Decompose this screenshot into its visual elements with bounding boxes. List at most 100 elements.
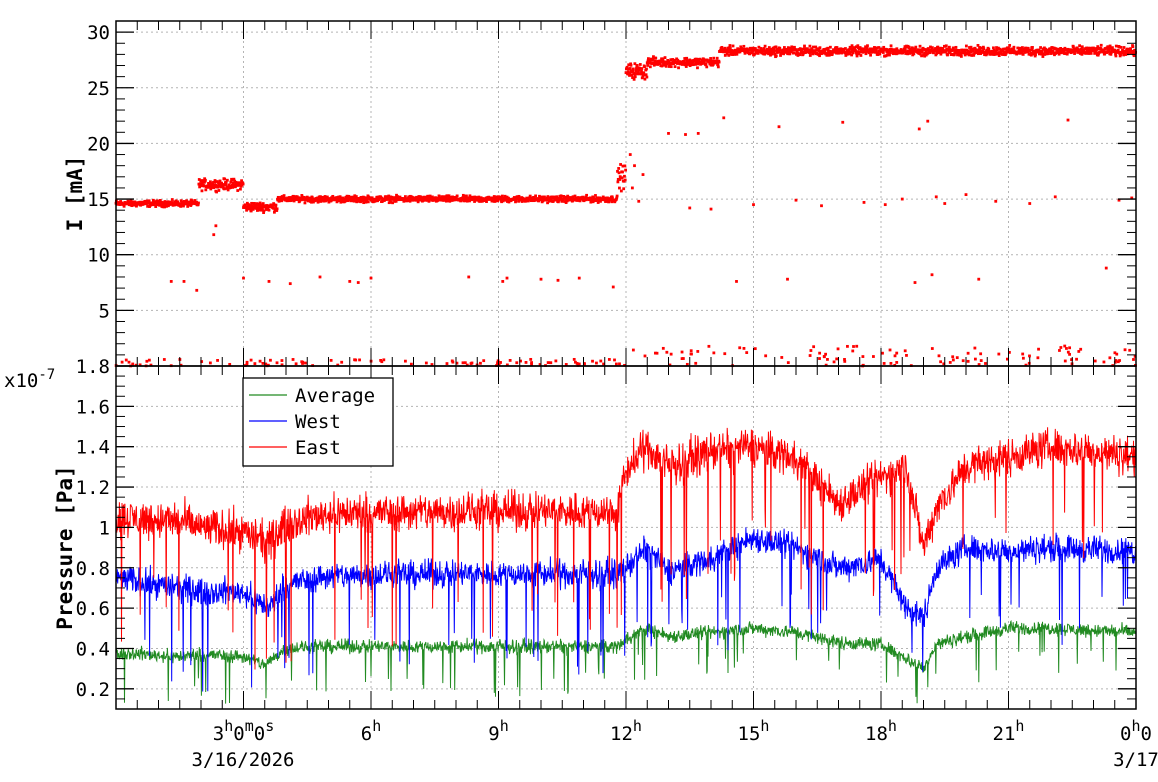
x-tick-hour: 21 <box>993 723 1016 745</box>
current-point <box>980 46 984 50</box>
current-point <box>1063 52 1066 55</box>
current-low-point <box>826 358 829 361</box>
current-point <box>942 44 946 48</box>
current-point <box>1093 47 1097 51</box>
current-point <box>408 199 412 203</box>
current-low-point <box>973 346 977 350</box>
current-point <box>426 194 430 198</box>
current-outlier-point <box>684 133 687 136</box>
current-point <box>555 198 558 202</box>
current-point <box>959 54 963 58</box>
current-point <box>788 46 792 50</box>
current-point <box>633 62 637 66</box>
current-point <box>864 50 868 53</box>
current-point <box>903 50 906 54</box>
current-point <box>455 194 459 198</box>
current-point <box>444 199 448 203</box>
current-low-point <box>470 361 474 365</box>
current-point <box>835 46 839 49</box>
current-low-point <box>723 352 727 356</box>
current-point <box>247 203 251 207</box>
current-point <box>617 171 621 175</box>
current-point <box>174 200 178 204</box>
current-point <box>977 49 981 53</box>
current-point <box>626 72 630 76</box>
current-point <box>259 207 263 211</box>
current-point <box>850 44 854 48</box>
current-point <box>254 203 258 207</box>
current-point <box>934 47 937 50</box>
current-point <box>229 180 233 184</box>
current-point <box>878 52 882 56</box>
current-point <box>840 47 844 51</box>
current-low-point <box>261 361 265 365</box>
current-point <box>1004 51 1008 55</box>
current-point <box>951 48 955 52</box>
current-point <box>353 194 357 198</box>
current-low-point <box>1113 351 1117 355</box>
current-low-point <box>1108 356 1112 360</box>
current-point <box>282 194 286 197</box>
current-point <box>565 197 569 201</box>
current-outlier-point <box>505 276 509 280</box>
current-point <box>977 51 981 55</box>
current-low-point <box>961 359 965 363</box>
current-point <box>155 203 158 207</box>
current-axis-ticks: 5 10 15 20 25 30 <box>87 21 1137 366</box>
current-point <box>685 56 689 60</box>
x-tick-hour: 12 <box>610 723 633 745</box>
current-point <box>923 51 927 55</box>
current-point <box>964 44 968 48</box>
current-point <box>214 183 218 187</box>
current-point <box>1019 47 1023 51</box>
current-low-point <box>696 350 700 353</box>
current-point <box>654 56 658 60</box>
current-point <box>1071 50 1075 54</box>
current-point <box>969 45 973 49</box>
current-outlier-point <box>1104 266 1108 270</box>
current-point <box>532 195 536 199</box>
current-low-point <box>564 363 568 366</box>
x-tick-label: 6h <box>361 717 381 745</box>
current-point <box>623 174 626 178</box>
current-low-point <box>124 358 128 362</box>
current-point <box>950 52 954 56</box>
current-point <box>208 184 212 188</box>
current-point <box>584 195 588 199</box>
current-point <box>956 50 960 54</box>
current-point <box>846 52 850 56</box>
current-point <box>1072 47 1076 51</box>
current-low-point <box>1027 361 1031 365</box>
current-point <box>272 203 276 207</box>
current-point <box>354 195 358 198</box>
current-point <box>900 49 903 52</box>
current-point <box>658 62 662 65</box>
x-tick-unit: h <box>633 717 642 735</box>
current-point <box>694 62 697 66</box>
current-point <box>623 164 627 168</box>
current-low-point <box>690 352 693 356</box>
current-low-point <box>824 352 828 356</box>
current-panel: 5 10 15 20 25 30 I [mA] <box>63 20 1138 368</box>
current-point <box>190 199 194 203</box>
current-point <box>541 195 544 199</box>
current-low-point <box>745 351 749 354</box>
current-outlier-point <box>934 195 938 199</box>
current-point <box>606 196 609 200</box>
current-point <box>262 209 266 213</box>
current-point <box>703 58 707 62</box>
current-point <box>627 63 631 67</box>
current-low-point <box>942 362 946 366</box>
current-point <box>615 196 619 200</box>
current-low-point <box>266 363 270 367</box>
pressure-data-lines <box>115 427 1137 704</box>
current-point <box>978 46 982 50</box>
current-point <box>341 197 345 201</box>
current-point <box>249 209 253 213</box>
current-low-point <box>948 361 952 364</box>
current-point <box>778 46 782 50</box>
current-point <box>325 195 329 199</box>
current-point <box>563 200 566 203</box>
current-point <box>1046 52 1050 55</box>
current-point <box>858 46 862 49</box>
